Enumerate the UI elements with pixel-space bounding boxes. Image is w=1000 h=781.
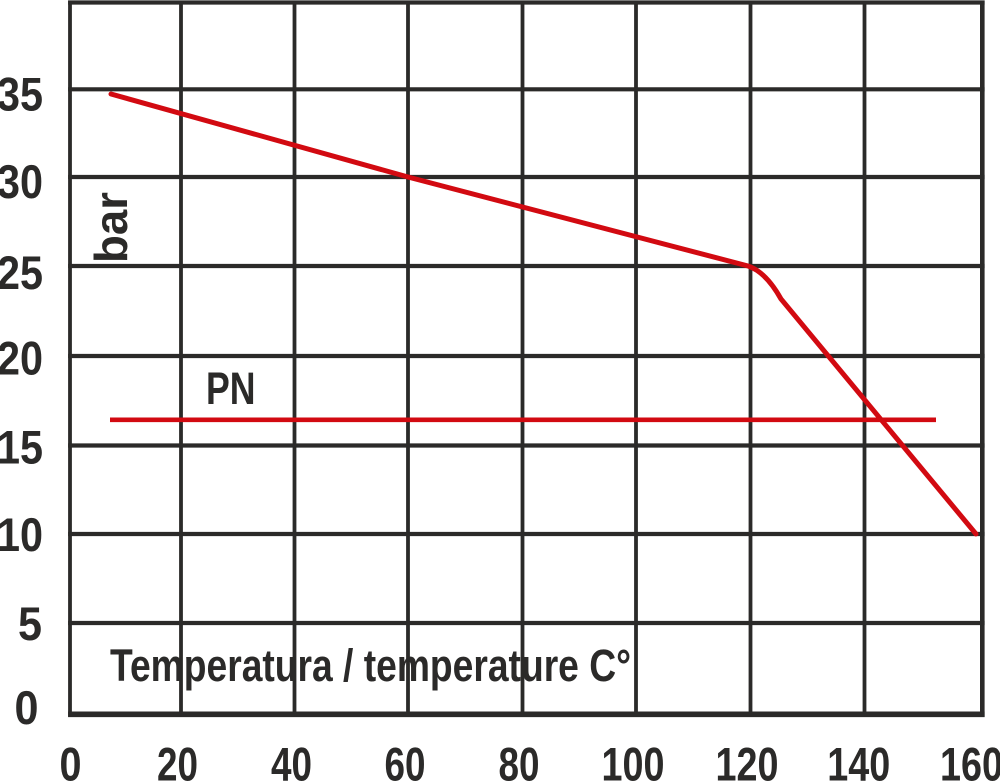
- svg-text:PN: PN: [206, 363, 256, 414]
- svg-text:120: 120: [716, 738, 779, 781]
- svg-text:20: 20: [157, 738, 198, 781]
- svg-text:140: 140: [827, 738, 890, 781]
- svg-text:bar: bar: [85, 192, 137, 263]
- svg-text:20: 20: [0, 332, 43, 385]
- svg-text:Temperatura / temperature C°: Temperatura / temperature C°: [110, 640, 631, 691]
- svg-text:30: 30: [0, 155, 43, 208]
- svg-text:80: 80: [499, 738, 540, 781]
- svg-text:0: 0: [60, 738, 82, 781]
- svg-text:15: 15: [0, 421, 43, 474]
- svg-text:100: 100: [602, 738, 665, 781]
- svg-text:35: 35: [0, 68, 43, 121]
- svg-text:160: 160: [940, 738, 1000, 781]
- svg-text:25: 25: [0, 246, 43, 299]
- svg-text:40: 40: [271, 738, 312, 781]
- svg-text:60: 60: [385, 738, 426, 781]
- svg-text:10: 10: [0, 508, 43, 561]
- svg-text:5: 5: [18, 597, 42, 650]
- svg-text:0: 0: [15, 681, 39, 734]
